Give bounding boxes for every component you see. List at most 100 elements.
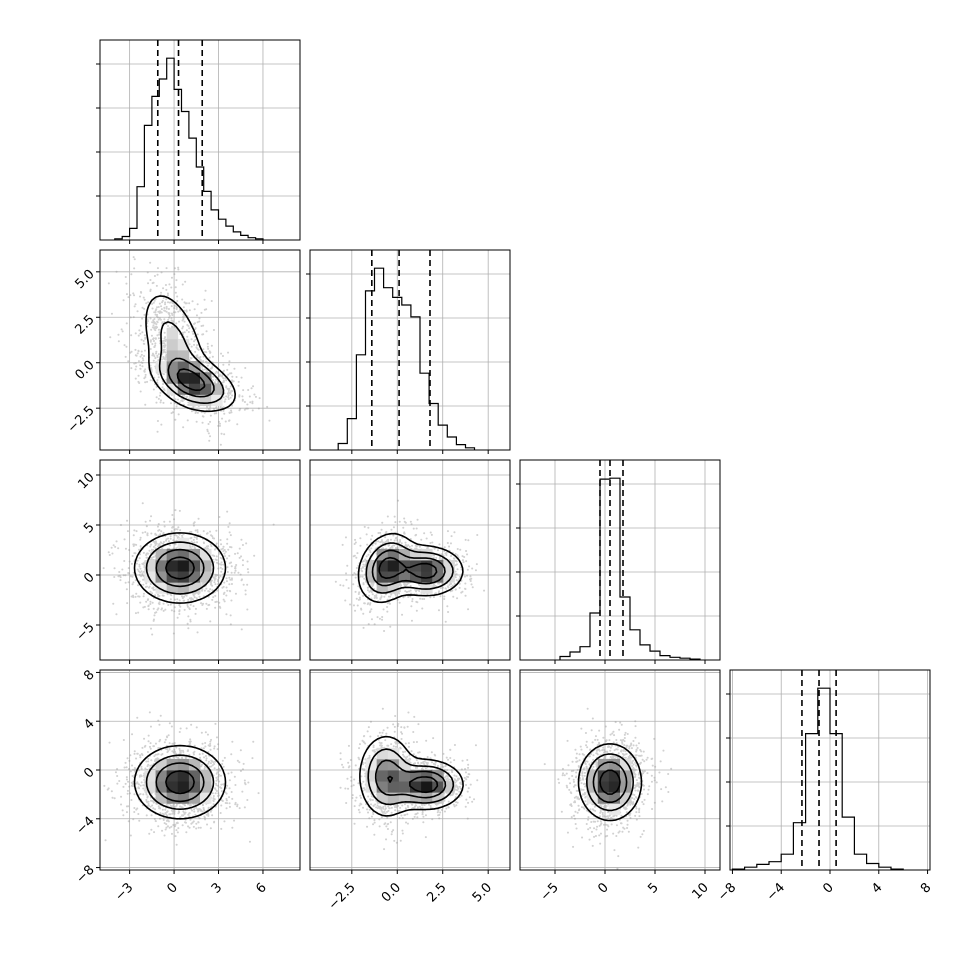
density-cell [608,792,621,804]
density-cell [376,781,389,793]
histogram-2 [559,477,701,660]
density-cell [376,747,389,760]
density-cell [155,560,168,572]
density-cell [608,781,621,793]
x-tick-label: 0 [595,880,611,896]
density-cell [166,582,179,594]
contour-level-1 [586,753,634,812]
density-cell [387,770,400,782]
density-cell [387,560,400,572]
histogram-3 [731,687,904,870]
density-cell [177,338,190,351]
density-cell [620,758,632,771]
y-tick-label: 0 [81,570,97,586]
density-cell [597,781,610,793]
density-cell [200,560,212,572]
density-cell [432,770,444,782]
density-cell [376,792,389,804]
density-cell [586,781,599,793]
contour-level-2 [167,357,215,398]
y-tick-label: −4 [73,814,97,838]
histogram-panel-2 [516,459,721,664]
density-cell [398,770,411,782]
density-cell [166,361,179,373]
x-tick-label: 2.5 [424,880,449,905]
density-cell [177,350,190,362]
density-cell [432,792,444,804]
panel-frame [99,459,301,661]
panel-frame [99,669,301,871]
density-cell [410,571,422,583]
density-cell [155,758,168,771]
density-cell [421,582,433,594]
density-cell [421,781,433,793]
density-cell [177,537,190,550]
y-tick-label: 5 [81,520,97,536]
density-cell [188,571,201,583]
density-cell [188,372,201,384]
contour-level-0 [357,532,464,604]
panel-frame [519,459,721,661]
x-tick-label: −4 [764,880,788,904]
x-tick-label: 0 [164,880,180,896]
density-cell [155,770,168,782]
contour-level-2 [374,759,447,799]
density-cell [188,560,201,572]
x-tick-label: 3 [209,880,225,896]
density-cell [166,338,179,351]
contour-level-3 [165,770,195,795]
density-cell [177,792,190,804]
panel-frame [99,39,301,241]
y-tick-label: 5.0 [72,267,97,292]
density-cell [376,548,389,561]
density-cell [177,770,190,782]
contour-level-1 [145,754,215,810]
contour-level-3 [387,775,439,794]
density-cell [443,781,455,793]
y-tick-label: 4 [81,716,97,732]
density-cell [200,548,212,561]
density-cell [608,770,621,782]
panel-frame [99,249,301,451]
density-cell [166,548,179,561]
density-cell [177,781,190,793]
density-cell [398,792,411,804]
density-cell [365,758,378,771]
y-tick-label: 0.0 [72,358,97,383]
density-cell [166,327,179,340]
density-cell [155,781,168,793]
density-cell [177,383,190,395]
x-tick-label: 5 [645,880,661,896]
density-cell [597,770,610,782]
density-cell [376,560,389,572]
density-cell [421,770,433,782]
density-cell [410,770,422,782]
density-cell [177,548,190,561]
contour-level-1 [367,748,455,806]
density-cell [211,383,223,395]
density-cell [200,571,212,583]
density-cell [365,560,378,572]
density-cell [443,560,455,572]
histogram-panel-1 [306,249,511,454]
density-cell [166,781,179,793]
density-cell [200,394,212,406]
y-tick-label: 0 [81,765,97,781]
contour-level-2 [155,762,205,803]
x-tick-label: −5 [538,880,562,904]
density-cell [432,560,444,572]
density-cell [586,770,599,782]
joint-panel-0-1: −2.5 0.0 2.5 5.0 [65,249,301,454]
contour-level-2 [155,548,205,588]
density-cell [177,560,190,572]
density-cell [188,582,201,594]
density-cell [177,758,190,771]
contour-level-3 [176,368,206,391]
panel-frame [519,669,721,871]
density-cell [410,781,422,793]
density-cell [200,383,212,395]
density-cell [387,781,400,793]
histogram-panel-3: −8 −4 0 4 8 [715,669,934,904]
density-cell [387,548,400,561]
